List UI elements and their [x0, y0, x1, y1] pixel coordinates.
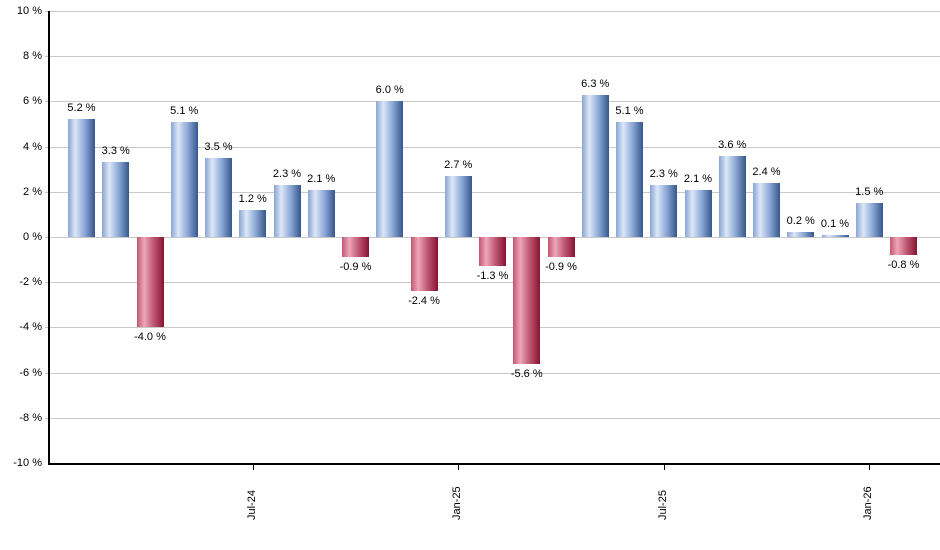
bar-value-label: 2.1 %	[683, 172, 713, 185]
y-axis-tick	[45, 373, 48, 374]
bar-negative	[479, 237, 506, 267]
gridline	[50, 418, 940, 419]
y-axis-label: -2 %	[19, 276, 42, 288]
bar-value-label: 2.4 %	[752, 165, 781, 178]
y-axis-label: 4 %	[23, 141, 42, 153]
bar-positive	[273, 185, 301, 237]
bar-positive	[205, 157, 232, 237]
bar-value-label: 2.1 %	[307, 172, 336, 185]
y-axis-tick	[45, 11, 48, 12]
bar-value-label: 2.3 %	[272, 168, 302, 181]
bar-positive	[650, 185, 678, 237]
bar-positive	[718, 155, 746, 237]
bar-positive	[68, 119, 95, 237]
bar-positive	[239, 209, 267, 237]
bar-value-label: 2.3 %	[649, 168, 678, 181]
bar-positive	[102, 162, 130, 237]
y-axis-tick	[45, 56, 48, 57]
y-axis-tick	[45, 192, 48, 193]
bar-value-label: 1.5 %	[855, 186, 884, 199]
bar-value-label: 3.6 %	[718, 138, 747, 151]
bar-value-label: 1.2 %	[238, 192, 267, 205]
x-axis-label: Jul-24	[246, 490, 258, 520]
gridline	[50, 327, 940, 328]
bar-value-label: -0.9 %	[545, 261, 577, 274]
bar-value-label: 6.3 %	[581, 77, 610, 90]
bar-negative	[410, 237, 438, 292]
bar-positive	[581, 94, 609, 237]
bar-negative	[136, 237, 164, 328]
y-axis-labels: 10 % 8 % 6 % 4 % 2 % 0 % -2 % -4 % -6 % -8 % -10 %	[0, 5, 44, 469]
y-axis-label: -10 %	[13, 457, 42, 469]
bar-positive	[616, 121, 643, 237]
x-axis-labels: Jul-24 Jan-25 Jul-25 Jan-26	[0, 465, 940, 550]
bar-negative	[513, 237, 541, 364]
bar-positive	[821, 234, 849, 237]
y-axis-tick	[45, 282, 48, 283]
y-axis-label: 6 %	[23, 95, 42, 107]
bar-positive	[684, 189, 712, 237]
bar-value-label: 0.2 %	[786, 215, 815, 228]
y-axis-label: 8 %	[23, 50, 42, 62]
gridline	[50, 56, 940, 57]
bar-positive	[787, 232, 815, 237]
bar-value-label: 5.1 %	[170, 104, 199, 117]
bar-value-label: -4.0 %	[134, 331, 166, 344]
bar-value-label: -2.4 %	[408, 295, 440, 308]
bar-value-label: 6.0 %	[375, 84, 404, 97]
bar-positive	[376, 101, 404, 237]
gridline	[50, 373, 940, 374]
y-axis-tick	[45, 327, 48, 328]
bar-value-label: 3.5 %	[204, 140, 233, 153]
y-axis-label: 10 %	[16, 5, 42, 17]
y-axis-tick	[45, 237, 48, 238]
gridline	[50, 101, 940, 102]
y-axis-tick	[45, 147, 48, 148]
y-axis-label: 2 %	[23, 186, 42, 198]
bar-value-label: -0.9 %	[339, 261, 372, 274]
x-axis-label: Jan-26	[862, 486, 874, 520]
bar-value-label: -1.3 %	[476, 270, 509, 283]
bar-negative	[547, 237, 575, 258]
bar-positive	[855, 203, 883, 237]
y-axis-tick	[45, 418, 48, 419]
bar-positive	[444, 175, 472, 237]
bar-value-label: -0.8 %	[887, 259, 920, 272]
bar-value-label: 5.2 %	[67, 102, 96, 115]
y-axis-label: 0 %	[23, 231, 42, 243]
bar-value-label: -5.6 %	[510, 367, 543, 380]
x-axis-tick	[253, 465, 254, 470]
bar-positive	[753, 182, 780, 237]
bar-value-label: 0.1 %	[820, 217, 850, 230]
bar-negative	[342, 237, 369, 258]
x-axis-label: Jan-25	[451, 486, 463, 520]
x-axis-label: Jul-25	[657, 490, 669, 520]
y-axis-label: -8 %	[19, 412, 42, 424]
y-axis-label: -4 %	[19, 321, 42, 333]
bar-positive	[170, 121, 198, 237]
x-axis-tick	[458, 465, 459, 470]
bar-value-label: 3.3 %	[101, 145, 130, 158]
gridline	[50, 192, 940, 193]
y-axis-label: -6 %	[19, 367, 42, 379]
x-axis-tick	[869, 465, 870, 470]
bar-value-label: 2.7 %	[444, 158, 473, 171]
gridline	[50, 147, 940, 148]
bar-value-label: 5.1 %	[615, 104, 644, 117]
bar-positive	[307, 189, 335, 237]
y-axis-tick	[45, 101, 48, 102]
x-axis-tick	[664, 465, 665, 470]
gridline	[50, 11, 940, 12]
bar-negative	[890, 237, 917, 256]
plot-area: 5.2 % 3.3 % -4.0 % 5.1 % 3.5 % 1.2 % 2.3 % 2.1 …	[45, 11, 940, 465]
gridline	[50, 282, 940, 283]
